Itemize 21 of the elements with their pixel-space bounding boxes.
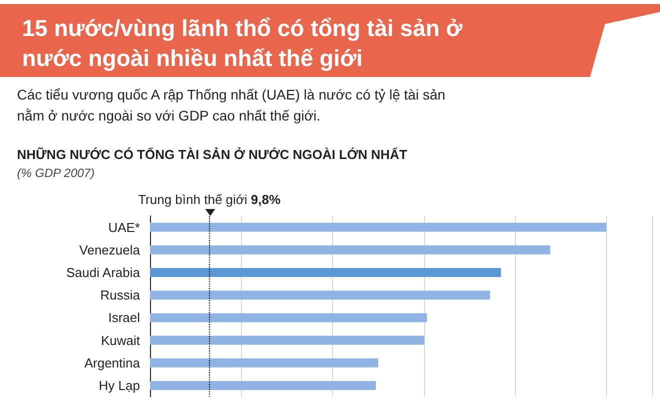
ref-line-label: Trung bình thế giới 9,8% (138, 192, 281, 207)
bar (150, 245, 550, 254)
y-tick-label: Israel (108, 310, 140, 326)
y-tick-label: UAE* (108, 220, 140, 235)
bar (150, 290, 490, 300)
text: (% GDP 2007) (17, 166, 95, 180)
text: NHỮNG NƯỚC CÓ TỔNG TÀI SẢN Ở NƯỚC NGOÀI LỚN NHẤT (17, 147, 408, 162)
y-tick-label: Russia (100, 288, 141, 303)
y-tick-label: Argentina (84, 355, 141, 370)
chart-subtitle: Các tiểu vương quốc A rập Thống nhất (UAE) là nước có tỷ lệ tài sản nằm ở nước ngoài so với GDP cao nhất thế giới. (17, 86, 446, 124)
y-tick-label: Venezuela (79, 242, 141, 258)
y-tick-label: Saudi Arabia (66, 265, 141, 280)
y-tick-label: Hy Lạp (98, 378, 140, 393)
bar (150, 222, 606, 232)
bar (150, 336, 424, 345)
bar (150, 381, 376, 390)
bar (150, 358, 378, 368)
bar (150, 313, 428, 322)
bar (150, 268, 501, 277)
chart-title: 15 nước/vùng lãnh thổ có tổng tài sản ở nước ngoài nhiều nhất thế giới (22, 15, 469, 71)
y-tick-label: Kuwait (100, 332, 140, 348)
